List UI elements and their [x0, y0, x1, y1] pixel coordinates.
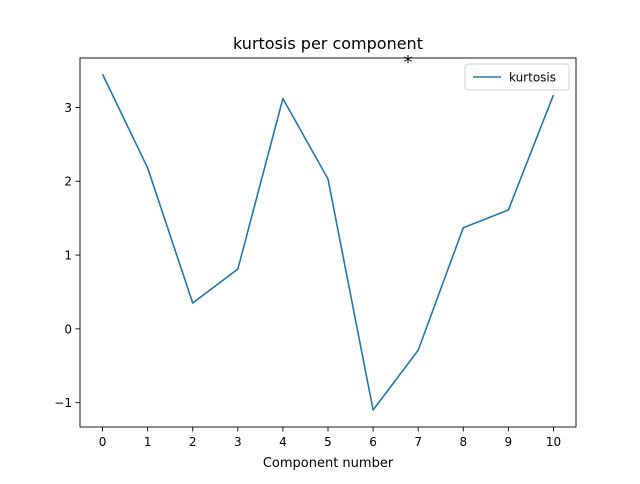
legend: kurtosis — [465, 64, 569, 90]
chart-annotation: * — [404, 52, 413, 73]
x-tick-label-2: 2 — [189, 435, 197, 449]
x-tick-label-5: 5 — [324, 435, 332, 449]
legend-label-kurtosis: kurtosis — [509, 71, 556, 85]
chart-title: kurtosis per component — [233, 34, 423, 53]
y-tick-label-4: 3 — [64, 101, 72, 115]
y-tick-label-1: 0 — [64, 322, 72, 336]
x-tick-label-8: 8 — [459, 435, 467, 449]
x-tick-label-1: 1 — [144, 435, 152, 449]
x-axis-label: Component number — [263, 456, 394, 471]
x-tick-label-3: 3 — [234, 435, 242, 449]
y-tick-label-0: −1 — [54, 396, 72, 410]
x-tick-label-6: 6 — [369, 435, 377, 449]
x-tick-label-0: 0 — [99, 435, 107, 449]
x-tick-label-10: 10 — [546, 435, 561, 449]
y-tick-label-3: 2 — [64, 175, 72, 189]
y-tick-label-2: 1 — [64, 249, 72, 263]
x-tick-label-9: 9 — [505, 435, 513, 449]
x-tick-label-7: 7 — [414, 435, 422, 449]
x-tick-label-4: 4 — [279, 435, 287, 449]
